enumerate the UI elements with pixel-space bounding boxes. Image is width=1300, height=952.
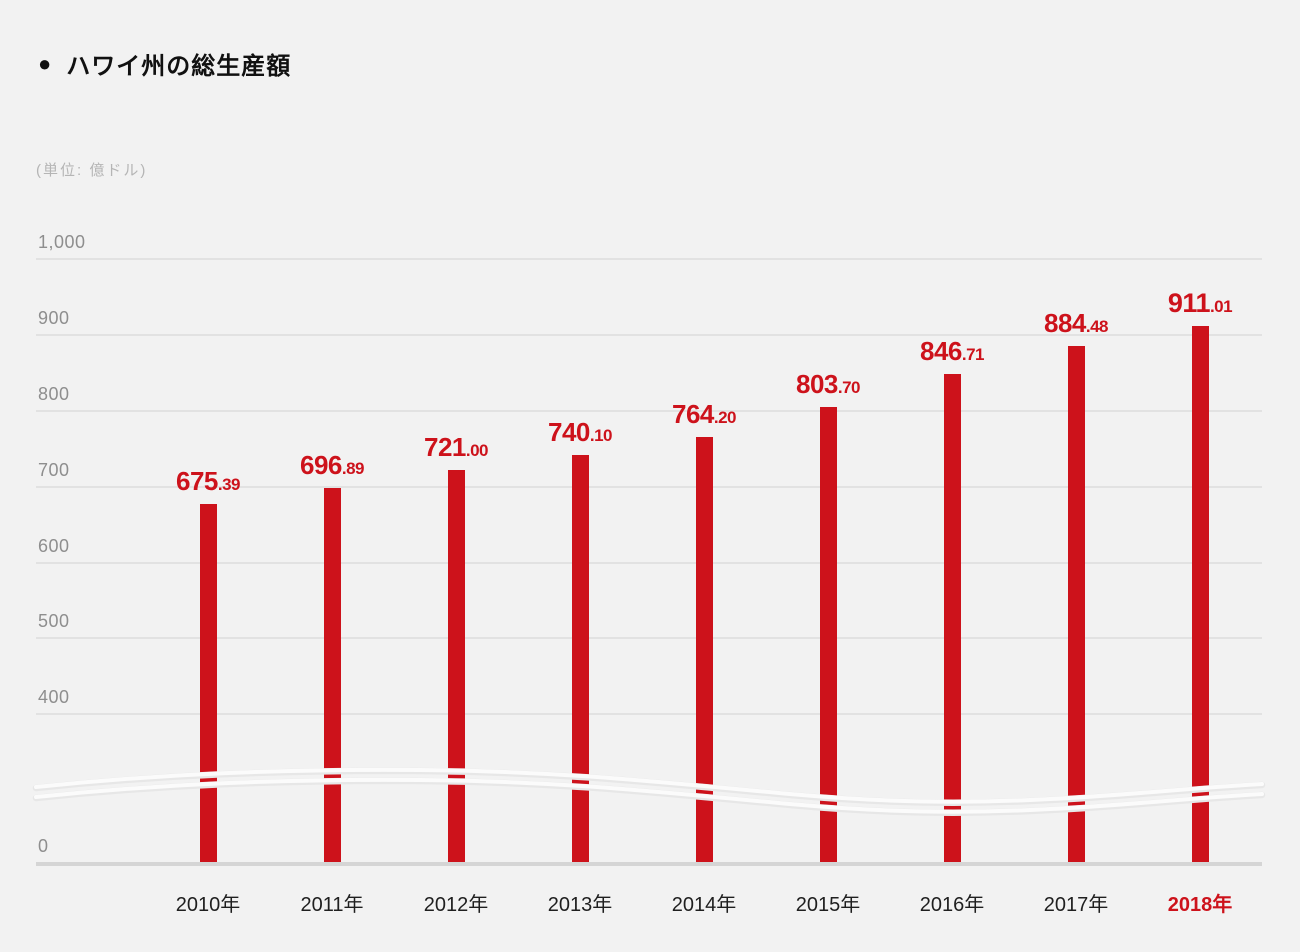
- unit-label: (単位: 億ドル): [36, 162, 148, 179]
- value-label-2016年: 846.71: [919, 336, 985, 367]
- bar-2012年: [447, 469, 465, 862]
- value-decimal: .70: [837, 377, 861, 397]
- x-axis-label-2010年: 2010年: [175, 894, 241, 916]
- value-decimal: .48: [1085, 316, 1109, 336]
- value-decimal: .00: [465, 440, 489, 460]
- value-integer: 721: [423, 431, 466, 462]
- value-decimal: .20: [713, 407, 737, 427]
- value-label-2010年: 675.39: [175, 466, 241, 497]
- x-axis-label-2011年: 2011年: [300, 894, 364, 916]
- bar-2017年: [1067, 345, 1085, 862]
- y-tick-label-500: 500: [38, 611, 70, 632]
- value-integer: 696: [299, 450, 342, 481]
- y-tick-label-600: 600: [38, 535, 70, 556]
- value-label-2012年: 721.00: [423, 431, 489, 463]
- chart-title-text: ハワイ州の総生産額: [66, 53, 292, 80]
- x-axis-label-2017年: 2017年: [1043, 894, 1109, 916]
- value-decimal: .01: [1209, 296, 1233, 316]
- bar-2011年: [323, 488, 341, 862]
- value-decimal: .71: [961, 345, 985, 365]
- value-label-2018年: 911.01: [1167, 287, 1233, 319]
- value-decimal: .89: [341, 459, 365, 479]
- y-tick-label-0: 0: [38, 836, 49, 856]
- value-integer: 764: [671, 398, 714, 429]
- bar-2010年: [199, 504, 217, 862]
- value-label-2011年: 696.89: [299, 450, 365, 481]
- y-tick-label-1000: 1,000: [38, 232, 86, 252]
- x-axis-label-2012年: 2012年: [423, 894, 489, 916]
- bar-2018年: [1191, 325, 1209, 862]
- chart-title: ● ハワイ州の総生産額: [38, 46, 291, 81]
- gridline-700: [36, 485, 1262, 488]
- bullet-icon: ●: [38, 50, 53, 76]
- value-integer: 911: [1167, 287, 1211, 318]
- y-tick-label-400: 400: [38, 687, 70, 708]
- gridline-400: [36, 713, 1262, 716]
- value-integer: 846: [919, 336, 962, 367]
- gridline-500: [36, 637, 1262, 640]
- x-axis-label-2014年: 2014年: [671, 894, 737, 916]
- y-tick-label-700: 700: [38, 459, 70, 480]
- value-decimal: .39: [217, 475, 241, 495]
- value-integer: 884: [1043, 307, 1086, 338]
- bar-2015年: [819, 406, 837, 862]
- value-label-2015年: 803.70: [795, 368, 861, 400]
- y-tick-label-900: 900: [38, 307, 70, 328]
- value-label-2017年: 884.48: [1043, 307, 1109, 339]
- gridline-600: [36, 561, 1262, 564]
- gridline-900: [36, 333, 1262, 336]
- x-axis-label-2013年: 2013年: [547, 894, 613, 916]
- x-axis-label-2016年: 2016年: [919, 894, 985, 916]
- x-axis-label-2018年: 2018年: [1167, 894, 1233, 916]
- value-integer: 803: [795, 368, 838, 399]
- value-label-2014年: 764.20: [671, 398, 737, 430]
- y-tick-label-800: 800: [38, 383, 70, 404]
- x-axis-label-2015年: 2015年: [795, 894, 861, 916]
- gridline-0: [36, 862, 1262, 866]
- value-label-2013年: 740.10: [547, 417, 613, 448]
- value-integer: 740: [547, 417, 590, 448]
- bar-2014年: [695, 436, 713, 862]
- gridline-800: [36, 409, 1262, 412]
- value-decimal: .10: [589, 426, 613, 446]
- bar-2013年: [571, 455, 589, 862]
- gridline-1000: [36, 258, 1262, 260]
- value-integer: 675: [175, 466, 218, 497]
- bar-2016年: [943, 374, 961, 862]
